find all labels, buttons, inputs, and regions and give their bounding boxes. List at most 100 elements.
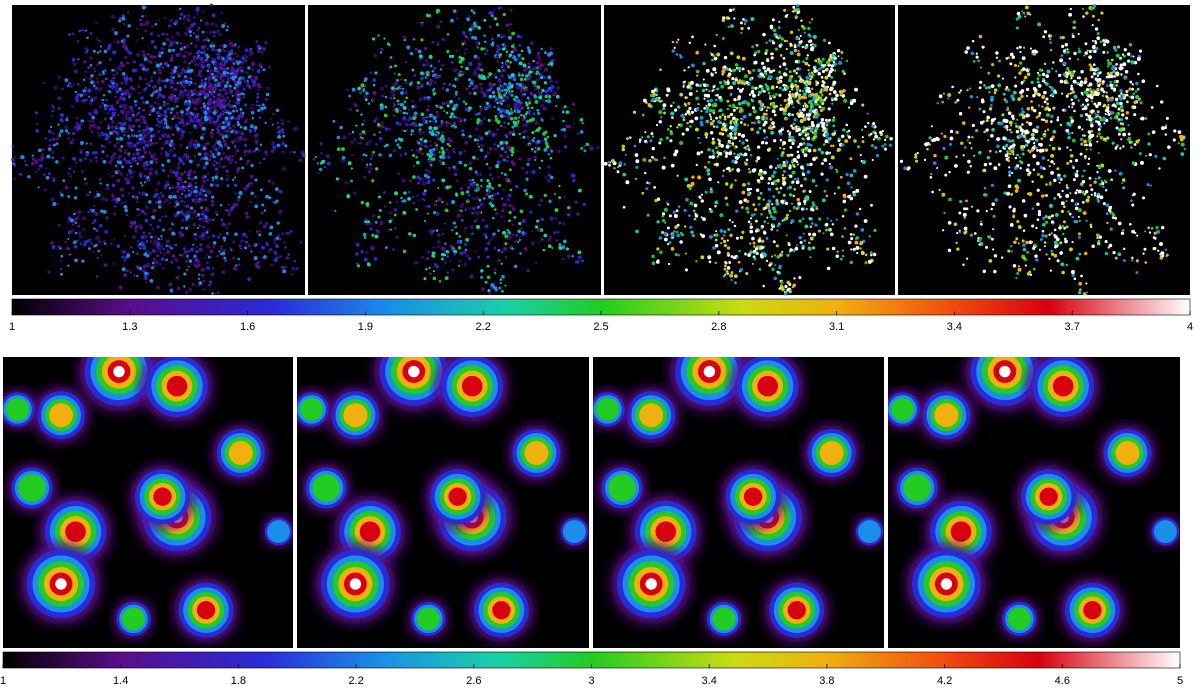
dot bbox=[136, 200, 139, 203]
dot bbox=[447, 156, 450, 159]
dot bbox=[461, 43, 464, 46]
dot bbox=[201, 117, 203, 119]
dot bbox=[241, 115, 243, 117]
dot bbox=[511, 94, 514, 97]
dot bbox=[730, 279, 732, 281]
dot bbox=[108, 173, 110, 175]
dot bbox=[488, 190, 491, 193]
dot bbox=[234, 146, 236, 148]
dot bbox=[56, 136, 60, 140]
dot bbox=[124, 56, 127, 59]
dot bbox=[138, 125, 141, 128]
dot bbox=[227, 72, 230, 75]
dot bbox=[40, 156, 44, 160]
dot bbox=[134, 196, 137, 199]
dot bbox=[202, 11, 204, 13]
dot bbox=[209, 108, 213, 112]
dot bbox=[320, 162, 323, 165]
dot bbox=[508, 82, 511, 85]
dot bbox=[495, 98, 497, 100]
dot bbox=[284, 246, 287, 249]
dot bbox=[262, 47, 266, 51]
dot bbox=[442, 233, 444, 235]
dot bbox=[222, 152, 225, 155]
dot bbox=[497, 176, 499, 178]
dot bbox=[461, 57, 465, 61]
dot bbox=[575, 261, 577, 263]
dot bbox=[380, 52, 382, 54]
dot bbox=[136, 148, 139, 151]
dot bbox=[202, 88, 205, 91]
dot bbox=[260, 144, 262, 146]
dot bbox=[279, 210, 282, 213]
dot bbox=[201, 70, 203, 72]
dot bbox=[136, 252, 139, 255]
dot bbox=[94, 111, 98, 115]
dot bbox=[206, 231, 209, 234]
dot bbox=[211, 48, 214, 51]
dot bbox=[478, 62, 482, 66]
dot bbox=[518, 74, 521, 77]
dot bbox=[138, 111, 140, 113]
dot bbox=[170, 93, 174, 97]
dot bbox=[166, 38, 169, 41]
dot bbox=[110, 242, 113, 245]
dot bbox=[408, 191, 411, 194]
dot bbox=[326, 154, 330, 158]
dot bbox=[432, 251, 436, 255]
dot bbox=[200, 19, 202, 21]
dot bbox=[72, 132, 75, 135]
dot bbox=[202, 102, 205, 105]
dot bbox=[564, 145, 568, 149]
dot bbox=[245, 241, 248, 244]
dot bbox=[198, 278, 200, 280]
dot bbox=[473, 36, 477, 40]
dot bbox=[396, 121, 400, 125]
dot bbox=[442, 153, 445, 156]
dot bbox=[123, 205, 127, 209]
dot bbox=[59, 132, 61, 134]
dot bbox=[532, 170, 536, 174]
dot bbox=[121, 166, 124, 169]
dot bbox=[111, 126, 114, 129]
dot bbox=[586, 143, 589, 146]
dot bbox=[556, 239, 558, 241]
dot bbox=[489, 147, 493, 151]
dot bbox=[239, 244, 242, 247]
dot bbox=[519, 53, 521, 55]
dot bbox=[172, 254, 176, 258]
dot bbox=[489, 89, 491, 91]
dot bbox=[361, 201, 364, 204]
dot bbox=[480, 69, 483, 72]
dot bbox=[477, 46, 479, 48]
dot bbox=[181, 181, 183, 183]
dot bbox=[504, 45, 507, 48]
dot bbox=[245, 236, 247, 238]
dot bbox=[217, 70, 220, 73]
dot bbox=[149, 167, 153, 171]
dot bbox=[202, 110, 204, 112]
dot bbox=[238, 46, 241, 49]
dot bbox=[475, 127, 479, 131]
dot bbox=[514, 265, 518, 269]
dot bbox=[223, 236, 226, 239]
dot bbox=[444, 250, 446, 252]
dot bbox=[504, 114, 507, 117]
dot bbox=[790, 289, 792, 291]
dot bbox=[433, 277, 436, 280]
dot bbox=[71, 105, 74, 108]
dot bbox=[250, 201, 252, 203]
dot bbox=[183, 55, 187, 59]
dot bbox=[220, 133, 224, 137]
dot bbox=[380, 48, 383, 51]
dot bbox=[361, 83, 365, 87]
dot bbox=[276, 257, 278, 259]
dot bbox=[299, 159, 302, 162]
dot bbox=[166, 239, 169, 242]
dot bbox=[96, 191, 98, 193]
dot bbox=[449, 100, 453, 104]
dot bbox=[458, 209, 461, 212]
dot bbox=[436, 131, 438, 133]
dot bbox=[514, 116, 517, 119]
dot bbox=[474, 71, 476, 73]
